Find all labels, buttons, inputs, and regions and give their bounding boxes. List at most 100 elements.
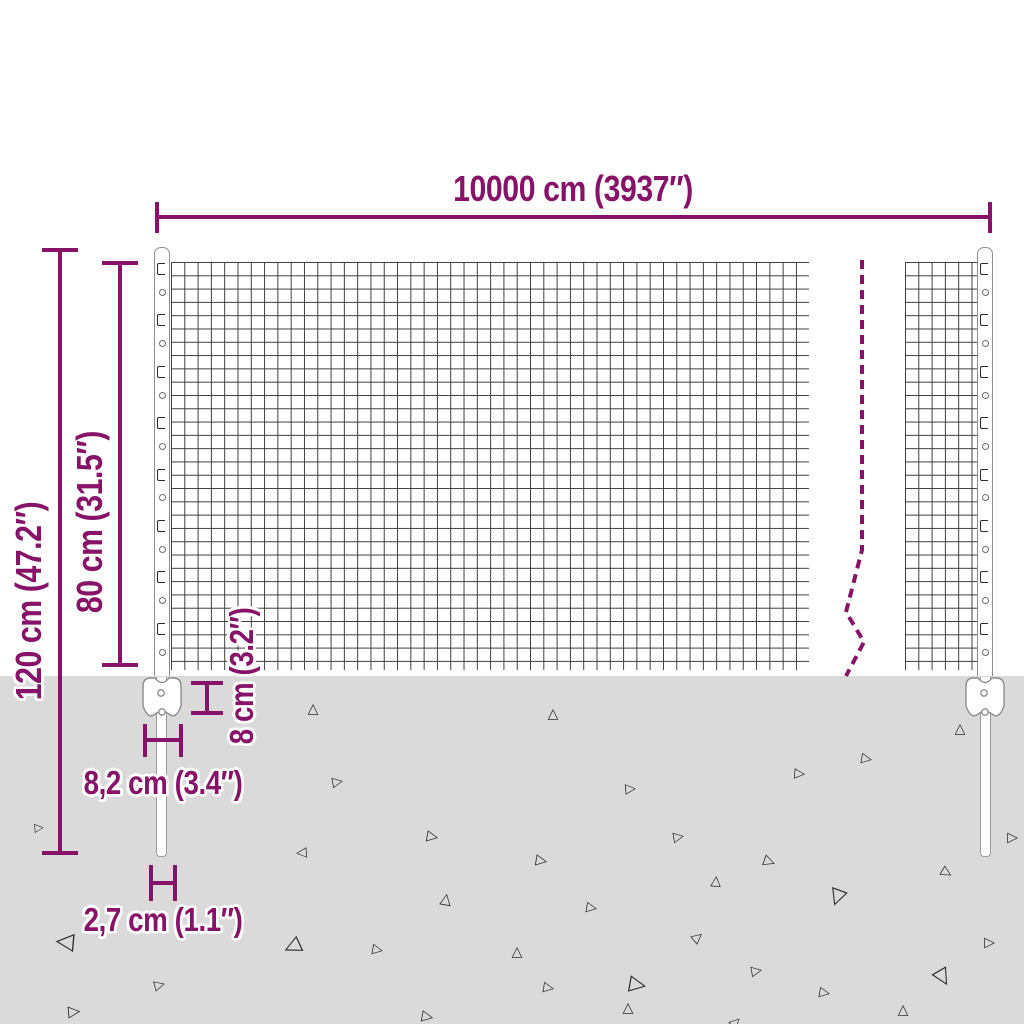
triangle-icon: △: [688, 927, 708, 947]
total-height-label: 120 cm (47.2″): [8, 501, 49, 701]
wire-ring-icon: [982, 546, 989, 553]
wire-clamp-icon: [980, 571, 988, 583]
mesh-height-label: 80 cm (31.5″): [69, 430, 110, 614]
post-right-underground: [980, 677, 991, 857]
triangle-icon: △: [438, 888, 454, 909]
total-width-label: 10000 cm (3937″): [453, 168, 693, 209]
triangle-icon: △: [276, 934, 307, 961]
wire-clamp-icon: [980, 366, 988, 378]
anchor-plate-right: [965, 677, 1005, 717]
triangle-icon: △: [540, 981, 558, 995]
wire-clamp-icon: [157, 571, 165, 583]
wire-ring-icon: [982, 597, 989, 604]
wire-ring-icon: [159, 289, 166, 296]
wire-clamp-icon: [157, 263, 165, 275]
wire-clamp-icon: [157, 623, 165, 635]
triangle-icon: △: [982, 937, 998, 949]
wire-ring-icon: [159, 443, 166, 450]
dimension-tick: [191, 711, 223, 715]
wire-clamp-icon: [980, 520, 988, 532]
anchor-height-label: 8 cm (3.2″): [223, 607, 260, 745]
wire-clamp-icon: [980, 314, 988, 326]
wire-ring-icon: [982, 289, 989, 296]
mesh-break-line: [843, 260, 867, 677]
triangle-icon: △: [423, 829, 444, 845]
triangle-icon: △: [547, 706, 559, 722]
dimension-tick: [102, 261, 138, 265]
wire-clamp-icon: [980, 263, 988, 275]
wire-ring-icon: [159, 597, 166, 604]
triangle-icon: △: [1005, 832, 1021, 844]
triangle-icon: △: [748, 964, 766, 978]
triangle-icon: △: [369, 943, 387, 957]
wire-clamp-icon: [157, 520, 165, 532]
triangle-icon: △: [511, 944, 523, 960]
mesh-panel-right: [905, 262, 979, 670]
wire-clamp-icon: [157, 417, 165, 429]
fence-post-right: [977, 247, 993, 676]
mesh-panel-left: [171, 262, 809, 670]
triangle-icon: △: [418, 1009, 439, 1024]
wire-clamp-icon: [980, 417, 988, 429]
wire-ring-icon: [159, 546, 166, 553]
triangle-icon: △: [532, 853, 553, 869]
wire-ring-icon: [159, 392, 166, 399]
triangle-icon: △: [709, 872, 723, 890]
post-diameter-label: 2,7 cm (1.1″): [83, 901, 243, 938]
triangle-icon: △: [816, 986, 834, 1000]
ground-strip: [0, 676, 1024, 1024]
triangle-icon: △: [292, 846, 310, 860]
wire-ring-icon: [159, 494, 166, 501]
dimension-line: [151, 881, 177, 885]
triangle-icon: △: [307, 701, 319, 717]
dimension-tick: [191, 681, 223, 685]
triangle-icon: △: [791, 767, 809, 781]
triangle-icon: △: [65, 1004, 86, 1019]
triangle-icon: △: [150, 977, 170, 993]
triangle-icon: △: [937, 864, 957, 882]
wire-ring-icon: [982, 340, 989, 347]
triangle-icon: △: [670, 830, 688, 844]
anchor-plate-left: [142, 677, 182, 717]
triangle-icon: △: [622, 782, 640, 796]
triangle-icon: △: [760, 853, 781, 871]
triangle-icon: △: [726, 1012, 746, 1024]
wire-clamp-icon: [980, 469, 988, 481]
triangle-icon: △: [622, 1000, 634, 1016]
dimension-line: [58, 250, 62, 854]
dimension-tick: [102, 663, 138, 667]
triangle-icon: △: [954, 721, 966, 737]
dimension-line: [205, 683, 209, 714]
post-left-underground: [156, 677, 167, 857]
triangle-icon: △: [929, 963, 957, 994]
wire-clamp-icon: [157, 314, 165, 326]
wire-ring-icon: [982, 443, 989, 450]
wire-clamp-icon: [980, 623, 988, 635]
dimension-tick: [179, 724, 183, 757]
wire-ring-icon: [159, 649, 166, 656]
wire-ring-icon: [982, 392, 989, 399]
wire-ring-icon: [982, 494, 989, 501]
dimension-line: [157, 215, 990, 219]
dimension-tick: [42, 851, 78, 855]
wire-ring-icon: [982, 649, 989, 656]
dimension-tick: [149, 865, 153, 901]
dimension-line: [143, 738, 183, 742]
fence-post-left: [154, 247, 170, 676]
triangle-icon: △: [858, 752, 876, 766]
anchor-width-label: 8,2 cm (3.4″): [83, 764, 243, 801]
triangle-icon: △: [897, 1002, 909, 1018]
dimension-line: [118, 263, 122, 665]
wire-clamp-icon: [157, 469, 165, 481]
wire-ring-icon: [159, 340, 166, 347]
triangle-icon: △: [824, 883, 850, 914]
dimension-tick: [988, 202, 992, 233]
triangle-icon: △: [583, 901, 601, 915]
wire-clamp-icon: [157, 366, 165, 378]
dimension-tick: [143, 724, 147, 757]
triangle-icon: △: [624, 974, 653, 996]
dimension-tick: [42, 248, 78, 252]
triangle-icon: △: [48, 931, 78, 953]
dimension-tick: [155, 202, 159, 233]
